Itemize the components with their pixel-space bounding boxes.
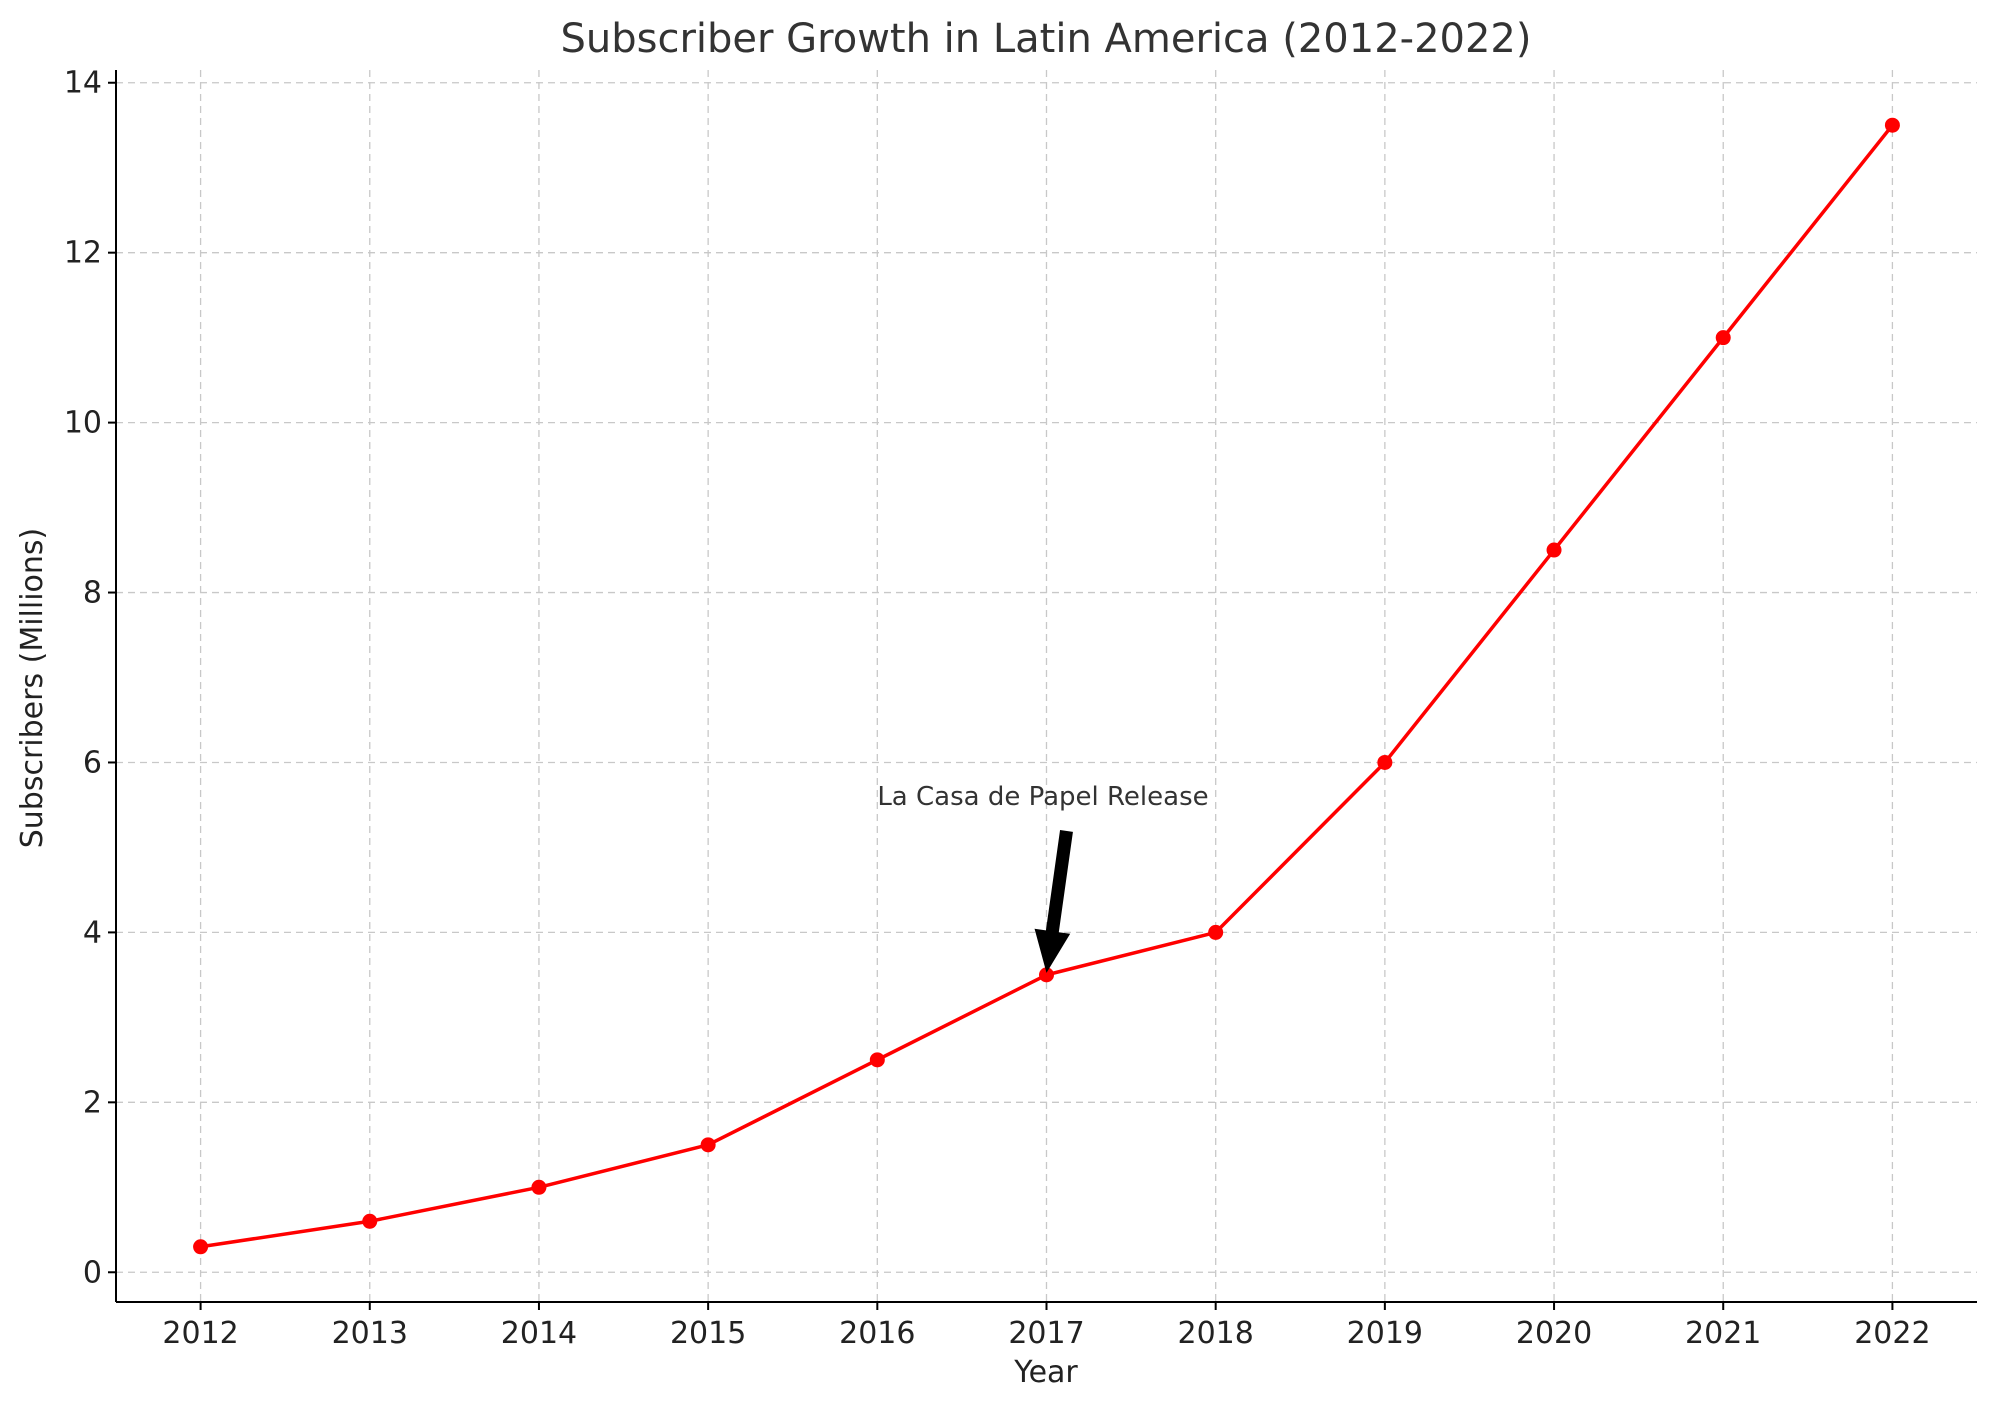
data-point — [531, 1179, 547, 1195]
annotation-label: La Casa de Papel Release — [877, 782, 1208, 812]
x-tick-label: 2021 — [1685, 1316, 1761, 1351]
y-tick-label: 8 — [83, 576, 102, 611]
y-tick-label: 10 — [64, 406, 102, 441]
chart-title: Subscriber Growth in Latin America (2012… — [561, 16, 1532, 62]
x-tick-label: 2016 — [839, 1316, 915, 1351]
data-point — [1377, 754, 1393, 770]
x-tick-label: 2015 — [670, 1316, 746, 1351]
data-point — [362, 1213, 378, 1229]
data-point — [1884, 117, 1900, 133]
ticks: 2012 2013 2014 2015 2016 2017 2018 2019 2020 2021… — [64, 66, 1931, 1351]
data-point — [700, 1137, 716, 1153]
y-tick-label: 6 — [83, 745, 102, 780]
data-point — [869, 1052, 885, 1068]
data-point — [1039, 967, 1054, 983]
data-point — [193, 1239, 209, 1255]
x-tick-label: 2014 — [501, 1316, 577, 1351]
data-point — [1208, 924, 1224, 940]
annotation-arrow — [1034, 830, 1073, 973]
y-tick-label: 12 — [64, 236, 102, 271]
y-tick-label: 2 — [83, 1085, 102, 1120]
grid — [116, 70, 1977, 1302]
x-tick-label: 2022 — [1854, 1316, 1930, 1351]
x-tick-label: 2020 — [1516, 1316, 1592, 1351]
series — [193, 117, 1900, 1255]
x-tick-label: 2013 — [332, 1316, 408, 1351]
data-point — [1546, 542, 1562, 558]
x-tick-label: 2018 — [1178, 1316, 1254, 1351]
annotations: La Casa de Papel Release — [877, 782, 1209, 973]
x-tick-label: 2019 — [1347, 1316, 1423, 1351]
y-axis-title: Subscribers (Millions) — [15, 528, 50, 849]
y-tick-label: 4 — [83, 915, 102, 950]
x-axis-title: Year — [1013, 1355, 1078, 1390]
x-tick-label: 2017 — [1008, 1316, 1084, 1351]
y-tick-label: 14 — [64, 66, 102, 101]
y-tick-label: 0 — [83, 1255, 102, 1290]
data-point — [1715, 330, 1731, 346]
x-tick-label: 2012 — [162, 1316, 238, 1351]
